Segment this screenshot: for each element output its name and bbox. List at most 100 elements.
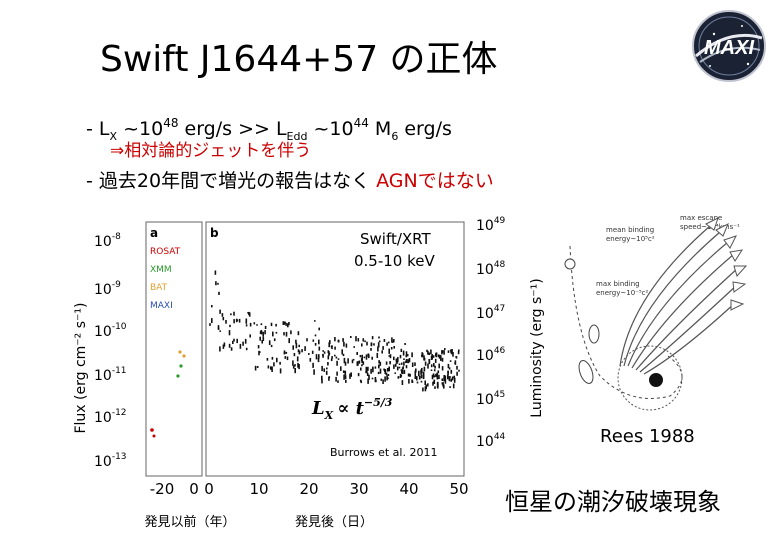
- light-curve-point: [295, 339, 297, 344]
- light-curve-point: [335, 376, 337, 382]
- disrupted-star: [588, 324, 600, 344]
- light-curve-point: [334, 354, 336, 357]
- light-curve-point: [365, 354, 368, 360]
- light-curve-point: [337, 358, 340, 360]
- light-curve-point: [350, 336, 352, 338]
- light-curve-point: [389, 354, 392, 359]
- light-curve-point: [416, 376, 418, 381]
- light-curve-point: [334, 346, 336, 350]
- light-curve-point: [420, 374, 423, 379]
- light-curve-point: [371, 377, 374, 380]
- light-curve-point: [382, 346, 384, 350]
- light-curve-point: [321, 379, 323, 384]
- light-curve-point: [390, 347, 393, 350]
- light-curve-point: [297, 349, 300, 353]
- light-curve-point: [364, 340, 366, 343]
- light-curve-point: [357, 373, 360, 377]
- light-curve-point: [285, 331, 288, 337]
- light-curve-point: [314, 343, 317, 346]
- light-curve-point: [456, 371, 458, 376]
- light-curve-point: [298, 350, 301, 354]
- light-curve-point: [253, 322, 256, 325]
- light-curve-point: [400, 362, 403, 365]
- bullet-jet-conclusion: ⇒相対論的ジェットを伴う: [110, 141, 312, 161]
- pre-discovery-points: [150, 350, 186, 438]
- debris-arrowheads: [705, 217, 748, 311]
- light-curve-point: [428, 362, 431, 365]
- light-curve-point: [233, 338, 235, 342]
- light-curve-point: [433, 375, 436, 378]
- light-curve-point: [363, 356, 366, 359]
- light-curve-point: [432, 355, 435, 358]
- light-curve-point: [371, 356, 373, 360]
- light-curve-point: [431, 374, 434, 380]
- light-curve-point: [264, 330, 266, 335]
- light-curve-point: [325, 370, 328, 375]
- light-curve-point: [443, 377, 445, 382]
- light-curve-point: [376, 352, 379, 358]
- light-curve-point: [400, 348, 403, 352]
- light-curve-point: [424, 386, 427, 392]
- light-curve-point: [336, 360, 338, 366]
- light-curve-point: [453, 377, 456, 383]
- light-curve-point: [437, 354, 440, 358]
- light-curve-point: [414, 370, 417, 376]
- light-curve-point: [330, 358, 333, 361]
- light-curve-point: [298, 364, 300, 370]
- light-curve-point: [367, 378, 369, 384]
- light-curve-point: [452, 352, 454, 357]
- lum-tick: 1045: [476, 390, 505, 408]
- light-curve-point: [292, 365, 295, 369]
- light-curve-point: [421, 352, 423, 358]
- light-curve-point: [327, 362, 329, 366]
- light-curve-point: [256, 324, 258, 326]
- light-curve-point: [438, 374, 440, 379]
- light-curve-point: [448, 377, 451, 382]
- light-curve-point: [393, 364, 395, 369]
- maxi-logo: MAXI: [690, 8, 768, 88]
- light-curve-point: [415, 368, 417, 373]
- light-curve-point: [386, 368, 389, 372]
- light-curve-point: [218, 291, 220, 295]
- light-curve-point: [284, 356, 287, 359]
- light-curve-point: [388, 366, 390, 372]
- light-curve-point: [313, 369, 315, 375]
- instrument-label: Swift/XRT: [360, 230, 432, 248]
- light-curve-point: [420, 369, 422, 375]
- lum-tick: 1046: [476, 346, 506, 364]
- light-curve-point: [370, 368, 372, 374]
- light-curve-point: [422, 375, 425, 380]
- light-curve-point: [340, 366, 342, 371]
- flux-tick: 10-8: [94, 232, 121, 250]
- lum-tick: 1044: [476, 432, 506, 450]
- x-tick-b: 20: [299, 480, 318, 498]
- maxi-logo-icon: MAXI: [692, 10, 766, 82]
- light-curve-point: [366, 367, 368, 370]
- light-curve-point: [398, 363, 401, 365]
- light-curve-point: [384, 369, 387, 375]
- light-curve-point: [297, 331, 300, 336]
- light-curve-point: [345, 343, 348, 348]
- light-curve-point: [257, 345, 260, 349]
- light-curve-point: [368, 374, 370, 380]
- light-curve-point: [430, 349, 432, 355]
- legend-xmm: XMM: [150, 265, 172, 275]
- light-curve-point: [315, 354, 318, 360]
- light-curve-point: [270, 366, 272, 370]
- light-curve-point: [321, 365, 323, 372]
- lum-tick: 1048: [476, 260, 506, 278]
- x-tick-b: 30: [349, 480, 368, 498]
- light-curve-point: [232, 340, 234, 344]
- light-curve-point: [284, 321, 286, 324]
- x-label-before: 発見以前（年）: [144, 514, 235, 530]
- light-curve-point: [438, 377, 440, 379]
- rees-citation: Rees 1988: [600, 426, 695, 447]
- light-curve-point: [317, 357, 320, 363]
- light-curve-point: [304, 346, 306, 351]
- light-curve-point: [449, 386, 451, 388]
- light-curve-point: [266, 358, 269, 361]
- light-curve-point: [318, 346, 321, 351]
- light-curve-point: [435, 353, 437, 357]
- light-curve-point: [361, 354, 363, 361]
- light-curve-point: [443, 350, 445, 355]
